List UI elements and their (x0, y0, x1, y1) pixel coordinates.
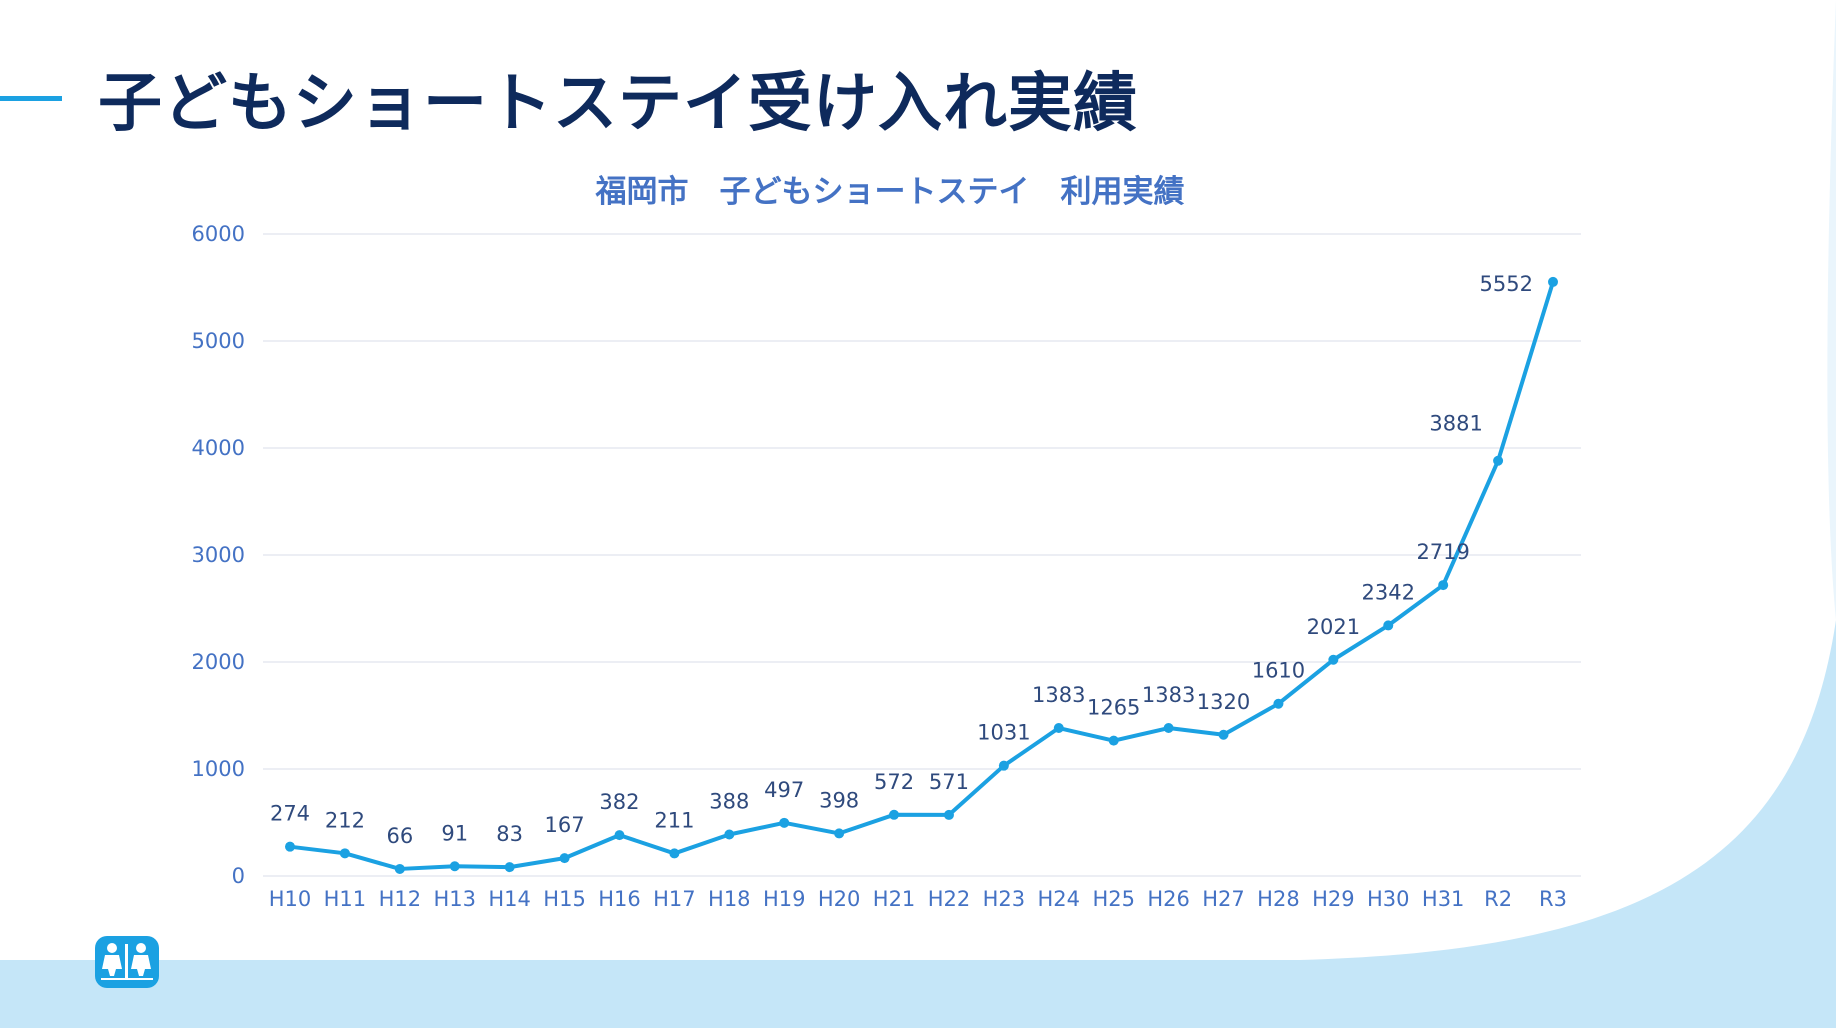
y-tick-label: 3000 (192, 543, 245, 567)
data-label: 66 (386, 824, 413, 848)
data-label: 83 (496, 822, 523, 846)
y-tick-label: 4000 (192, 436, 245, 460)
y-tick-label: 6000 (192, 222, 245, 246)
data-point (339, 848, 350, 859)
data-label: 211 (654, 808, 694, 832)
data-point (779, 817, 790, 828)
data-label: 388 (709, 789, 749, 813)
x-tick-label: H22 (928, 887, 971, 911)
x-tick-label: H28 (1257, 887, 1300, 911)
x-tick-label: H26 (1147, 887, 1190, 911)
series-line (289, 281, 1555, 871)
data-point (1328, 654, 1339, 665)
data-label: 1031 (977, 721, 1030, 745)
data-point (998, 760, 1009, 771)
y-tick-label: 0 (232, 864, 245, 888)
background-edge (1827, 0, 1836, 620)
x-tick-label: H31 (1422, 887, 1465, 911)
data-point (1493, 455, 1504, 466)
data-label: 5552 (1480, 272, 1533, 296)
x-tick-label: R2 (1484, 887, 1512, 911)
data-label: 1610 (1252, 659, 1305, 683)
data-point (504, 862, 515, 873)
data-label: 571 (929, 770, 969, 794)
y-tick-label: 5000 (192, 329, 245, 353)
data-point (1218, 729, 1229, 740)
data-label: 398 (819, 788, 859, 812)
data-label: 1383 (1032, 683, 1085, 707)
x-tick-label: H27 (1202, 887, 1245, 911)
x-tick-label: H15 (543, 887, 586, 911)
data-point (449, 861, 460, 872)
x-tick-label: H14 (488, 887, 531, 911)
data-label: 572 (874, 770, 914, 794)
x-tick-label: H11 (324, 887, 367, 911)
data-label: 1383 (1142, 683, 1195, 707)
data-point (614, 830, 625, 841)
data-label: 382 (599, 790, 639, 814)
x-tick-label: R3 (1539, 887, 1567, 911)
x-tick-label: H23 (983, 887, 1026, 911)
title-accent-bar (0, 96, 62, 101)
data-label: 2719 (1416, 540, 1469, 564)
x-tick-label: H12 (379, 887, 422, 911)
x-tick-label: H24 (1038, 887, 1081, 911)
data-point (1053, 723, 1064, 734)
y-tick-label: 2000 (192, 650, 245, 674)
slide-title: 子どもショートステイ受け入れ実績 (98, 67, 1138, 141)
data-point (394, 863, 405, 874)
data-point (724, 829, 735, 840)
data-point (1273, 698, 1284, 709)
x-tick-label: H18 (708, 887, 751, 911)
data-label: 1265 (1087, 696, 1140, 720)
x-tick-label: H17 (653, 887, 696, 911)
data-point (1163, 723, 1174, 734)
data-point (943, 809, 954, 820)
x-tick-label: H16 (598, 887, 641, 911)
data-point (1548, 276, 1558, 287)
x-tick-label: H21 (873, 887, 916, 911)
chart-title: 福岡市 子どもショートステイ 利用実績 (595, 174, 1185, 210)
data-label: 274 (270, 802, 310, 826)
x-tick-label: H25 (1092, 887, 1135, 911)
data-point (1438, 580, 1449, 591)
x-tick-label: H10 (269, 887, 312, 911)
data-label: 2021 (1307, 615, 1360, 639)
data-label: 2342 (1362, 580, 1415, 604)
data-point (1383, 620, 1394, 631)
x-tick-label: H19 (763, 887, 806, 911)
data-label: 212 (325, 808, 365, 832)
data-label: 167 (545, 813, 585, 837)
x-tick-label: H20 (818, 887, 861, 911)
data-point (1108, 735, 1119, 746)
x-tick-label: H29 (1312, 887, 1355, 911)
background-wave (0, 620, 1836, 1028)
sos-logo-icon (95, 936, 159, 988)
data-point (834, 828, 845, 839)
x-tick-label: H13 (433, 887, 476, 911)
data-point (559, 853, 570, 864)
data-point (889, 809, 900, 820)
y-tick-label: 1000 (192, 757, 245, 781)
data-label: 1320 (1197, 690, 1250, 714)
data-label: 91 (441, 821, 468, 845)
data-label: 497 (764, 778, 804, 802)
x-tick-label: H30 (1367, 887, 1410, 911)
data-point (669, 848, 680, 859)
data-label: 3881 (1429, 412, 1482, 436)
data-point (285, 841, 295, 852)
